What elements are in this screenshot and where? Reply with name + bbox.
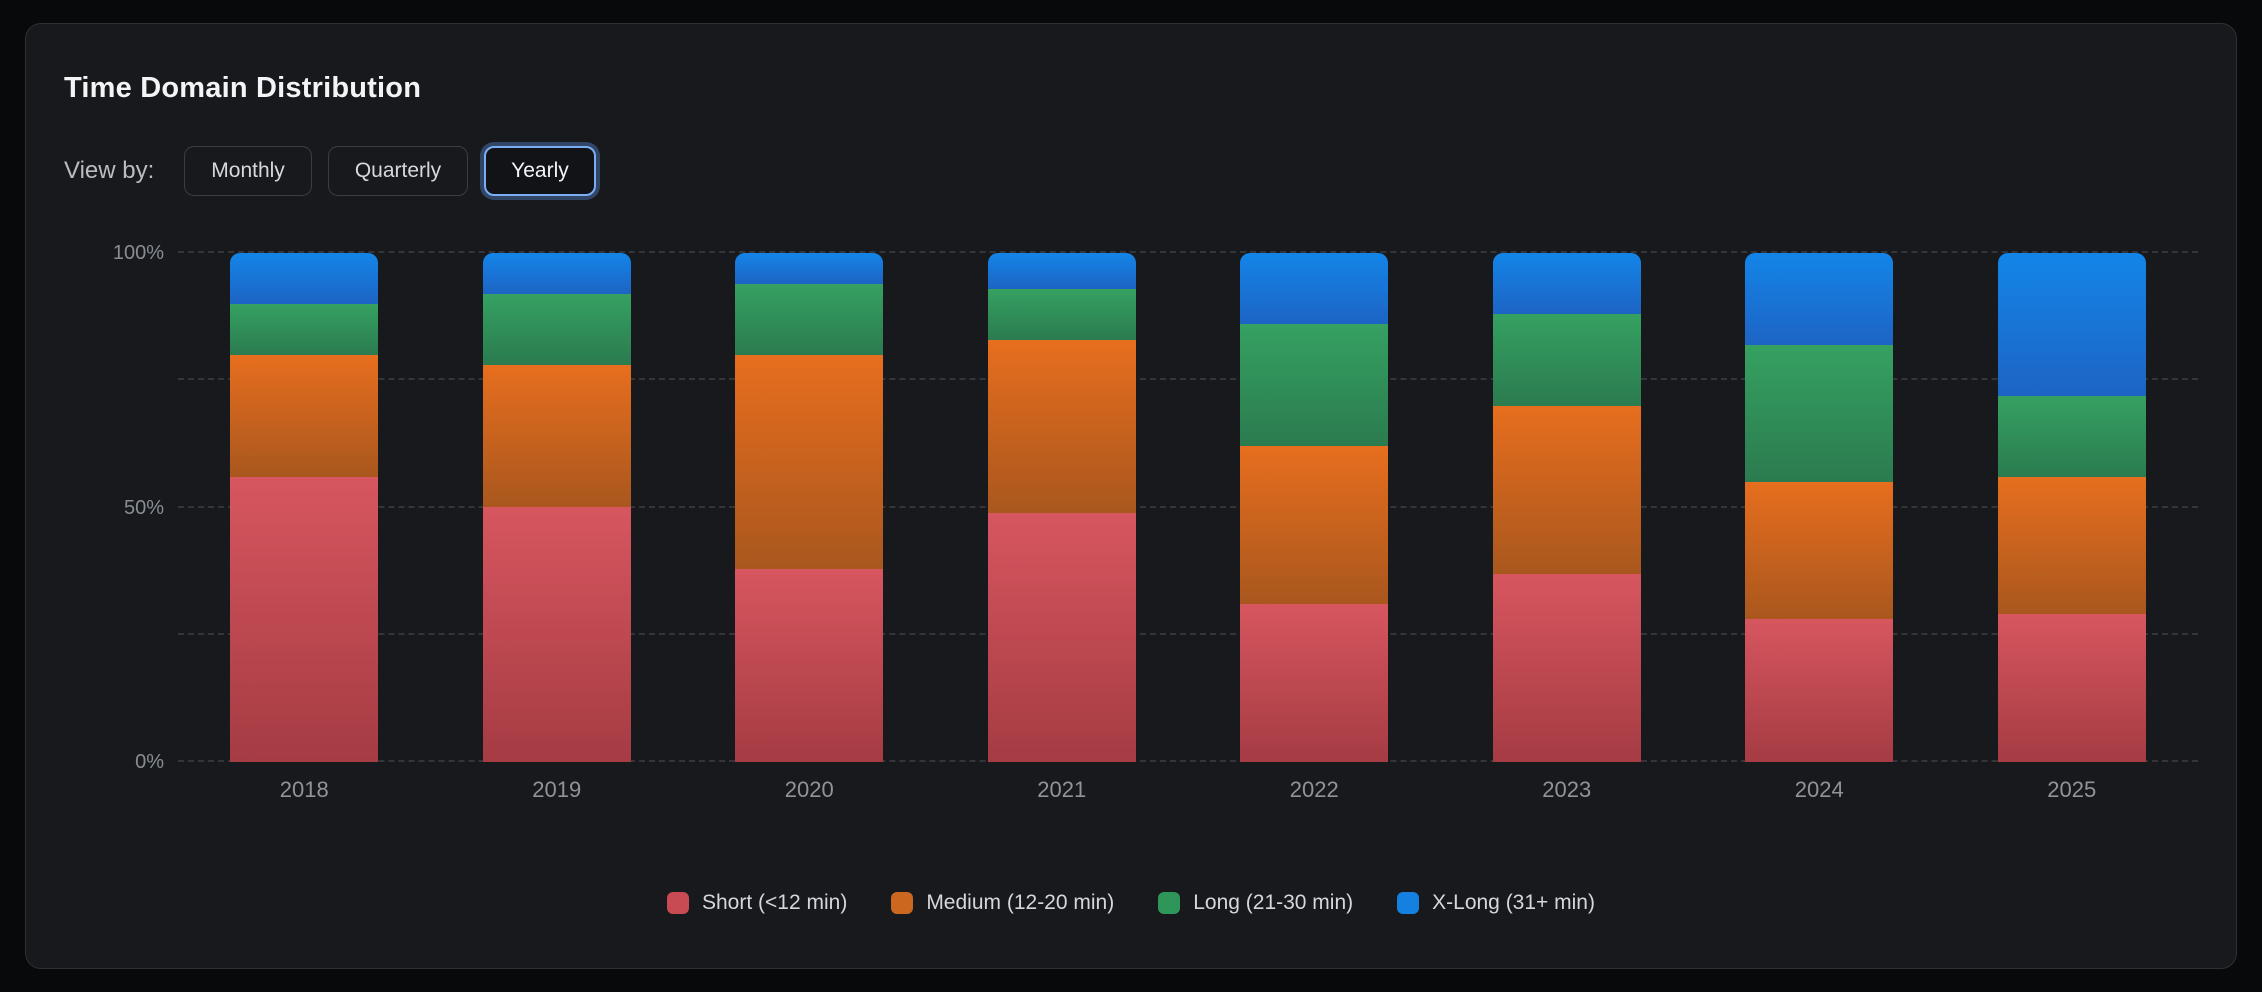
- gridline-75: [178, 378, 2198, 381]
- bar-2020-short-segment: [735, 568, 884, 762]
- bar-2021-short-segment: [987, 512, 1136, 762]
- bar-2019-long-segment: [482, 293, 631, 365]
- bars: [178, 253, 2198, 762]
- legend-item-long[interactable]: Long (21-30 min): [1158, 891, 1353, 915]
- bar-2024-short-segment: [1745, 619, 1894, 762]
- legend-item-short[interactable]: Short (<12 min): [667, 891, 847, 915]
- bar-2020-xlong-segment: [735, 253, 884, 284]
- view-by-quarterly-button[interactable]: Quarterly: [327, 146, 469, 196]
- legend-swatch-long: [1158, 892, 1181, 914]
- gridline-100: [178, 251, 2198, 253]
- x-axis-label-2024: 2024: [1794, 777, 1844, 802]
- plot-area: [178, 251, 2198, 762]
- bar-2025-medium-segment: [1997, 476, 2146, 615]
- x-axis: 2018 2019 2020 2021 2022 2023 2024 2025: [178, 777, 2198, 803]
- legend: Short (<12 min) Medium (12-20 min) Long (2…: [26, 891, 2236, 915]
- legend-swatch-short: [667, 892, 689, 914]
- page-title: Time Domain Distribution: [64, 72, 422, 104]
- x-axis-label-2018: 2018: [279, 777, 329, 802]
- bar-2020: [735, 253, 884, 762]
- x-axis-label-2025: 2025: [2047, 777, 2097, 802]
- y-axis-tick-100: 100%: [112, 242, 164, 264]
- bar-2018: [230, 253, 379, 762]
- bar-2024-long-segment: [1745, 344, 1894, 483]
- bar-2025-short-segment: [1997, 614, 2146, 762]
- bar-2018-medium-segment: [230, 354, 379, 477]
- x-axis-label-2020: 2020: [784, 777, 834, 802]
- legend-label-xlong: X-Long (31+ min): [1432, 891, 1595, 914]
- view-by-monthly-button[interactable]: Monthly: [184, 146, 312, 196]
- bar-2022-medium-segment: [1240, 446, 1389, 605]
- bar-2022-long-segment: [1240, 324, 1389, 447]
- legend-label-short: Short (<12 min): [702, 891, 848, 914]
- bar-2023-long-segment: [1492, 314, 1641, 406]
- gridline-50: [178, 505, 2198, 508]
- bar-2019: [482, 253, 631, 762]
- legend-swatch-medium: [891, 892, 914, 914]
- bar-2023-short-segment: [1492, 573, 1641, 762]
- view-by-button-group: Monthly Quarterly Yearly: [184, 146, 596, 196]
- bar-2021-long-segment: [987, 288, 1136, 340]
- x-axis-label-2019: 2019: [532, 777, 582, 802]
- x-axis-label-2023: 2023: [1542, 777, 1592, 802]
- bar-2023-xlong-segment: [1492, 253, 1641, 315]
- view-by-yearly-button[interactable]: Yearly: [484, 146, 596, 196]
- x-axis-label-2022: 2022: [1289, 777, 1339, 802]
- bar-2020-long-segment: [735, 283, 884, 355]
- bar-2024-medium-segment: [1745, 482, 1894, 620]
- legend-label-long: Long (21-30 min): [1193, 891, 1354, 914]
- gridline-0: [178, 760, 2198, 762]
- bar-2024-xlong-segment: [1745, 253, 1894, 345]
- bar-2025: [1997, 253, 2146, 762]
- y-axis-tick-0: 0%: [135, 751, 164, 773]
- bar-2021-medium-segment: [987, 339, 1136, 513]
- bar-2023-medium-segment: [1492, 405, 1641, 574]
- y-axis: 0% 50% 100%: [64, 243, 178, 772]
- bar-2019-medium-segment: [482, 364, 631, 508]
- bar-2019-xlong-segment: [482, 253, 631, 294]
- bar-2018-long-segment: [230, 303, 379, 355]
- x-axis-label-2021: 2021: [1037, 777, 1087, 802]
- gridline-25: [178, 632, 2198, 635]
- bar-2022-xlong-segment: [1240, 253, 1389, 325]
- bar-2018-xlong-segment: [230, 253, 379, 304]
- legend-item-xlong[interactable]: X-Long (31+ min): [1397, 891, 1595, 915]
- bar-2020-medium-segment: [735, 354, 884, 569]
- chart-panel: Time Domain Distribution View by: Monthl…: [25, 23, 2237, 969]
- chart: 0% 50% 100%: [64, 243, 2198, 772]
- bar-2025-long-segment: [1997, 395, 2146, 477]
- bar-2018-short-segment: [230, 476, 379, 762]
- view-by-label: View by:: [64, 157, 155, 184]
- legend-item-medium[interactable]: Medium (12-20 min): [891, 891, 1114, 915]
- bar-2025-xlong-segment: [1997, 253, 2146, 396]
- bar-2024: [1745, 253, 1894, 762]
- legend-label-medium: Medium (12-20 min): [926, 891, 1115, 914]
- y-axis-tick-50: 50%: [123, 496, 164, 519]
- bar-2023: [1492, 253, 1641, 762]
- bar-2019-short-segment: [482, 507, 631, 762]
- view-by-controls: View by: Monthly Quarterly Yearly: [64, 146, 2198, 196]
- bar-2022-short-segment: [1240, 604, 1389, 762]
- bar-2021: [987, 253, 1136, 762]
- bar-2021-xlong-segment: [987, 253, 1136, 289]
- bar-2022: [1240, 253, 1389, 762]
- legend-swatch-xlong: [1397, 892, 1420, 914]
